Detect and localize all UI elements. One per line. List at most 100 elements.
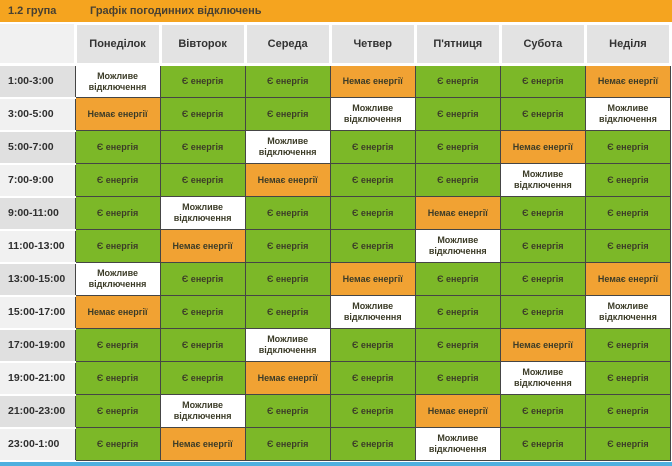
time-slot-label: 11:00-13:00 (0, 228, 76, 264)
schedule-cell-on: Є енергія (499, 229, 586, 263)
time-slot-label: 21:00-23:00 (0, 393, 76, 429)
schedule-cell-off: Немає енергії (244, 163, 331, 197)
day-header: Середа (243, 22, 332, 66)
schedule-cell-on: Є енергія (329, 229, 416, 263)
schedule-cell-on: Є енергія (74, 361, 161, 395)
schedule-cell-on: Є енергія (499, 196, 586, 230)
schedule-cell-on: Є енергія (499, 64, 586, 98)
schedule-cell-on: Є енергія (74, 328, 161, 362)
schedule-cell-maybe: Можливе відключення (244, 328, 331, 362)
time-slot-label: 1:00-3:00 (0, 63, 76, 99)
schedule-cell-off: Немає енергії (584, 64, 672, 98)
table-row: 23:00-1:00 Є енергія Немає енергії Є енергі… (0, 426, 672, 462)
schedule-cell-off: Немає енергії (329, 262, 416, 296)
schedule-cell-on: Є енергія (159, 97, 246, 131)
day-header: Четвер (328, 22, 417, 66)
schedule-cell-on: Є енергія (244, 97, 331, 131)
schedule-cell-maybe: Можливе відключення (74, 262, 161, 296)
schedule-cell-on: Є енергія (74, 229, 161, 263)
time-slot-label: 15:00-17:00 (0, 294, 76, 330)
table-row: 1:00-3:00 Можливе відключення Є енергія Є е… (0, 63, 672, 99)
schedule-cell-maybe: Можливе відключення (414, 229, 501, 263)
schedule-cell-on: Є енергія (414, 328, 501, 362)
table-row: 3:00-5:00 Немає енергії Є енергія Є енергія… (0, 96, 672, 132)
table-row: 7:00-9:00 Є енергія Є енергія Немає енергії… (0, 162, 672, 198)
schedule-cell-maybe: Можливе відключення (329, 97, 416, 131)
schedule-cell-maybe: Можливе відключення (329, 295, 416, 329)
schedule-cell-on: Є енергія (74, 163, 161, 197)
schedule-cell-on: Є енергія (584, 361, 672, 395)
schedule-cell-on: Є енергія (584, 229, 672, 263)
schedule-cell-on: Є енергія (414, 361, 501, 395)
schedule-cell-off: Немає енергії (414, 394, 501, 428)
table-row: 9:00-11:00 Є енергія Можливе відключення Є … (0, 195, 672, 231)
schedule-cell-maybe: Можливе відключення (414, 427, 501, 461)
table-row: 13:00-15:00 Можливе відключення Є енергія Є… (0, 261, 672, 297)
schedule-cell-on: Є енергія (244, 427, 331, 461)
schedule-cell-maybe: Можливе відключення (244, 130, 331, 164)
schedule-cell-on: Є енергія (159, 262, 246, 296)
table-row: 15:00-17:00 Немає енергії Є енергія Є енерг… (0, 294, 672, 330)
day-header: П'ятниця (413, 22, 502, 66)
schedule-cell-on: Є енергія (414, 97, 501, 131)
day-header: Вівторок (158, 22, 247, 66)
header-bar: 1.2 група Графік погодинних відключень (0, 0, 672, 22)
time-slot-label: 23:00-1:00 (0, 426, 76, 462)
schedule-cell-on: Є енергія (329, 361, 416, 395)
schedule-cell-maybe: Можливе відключення (159, 196, 246, 230)
schedule-body: 1:00-3:00 Можливе відключення Є енергія Є е… (0, 63, 672, 462)
schedule-cell-on: Є енергія (584, 394, 672, 428)
page-title: Графік погодинних відключень (90, 5, 262, 17)
day-header: Неділя (583, 22, 672, 66)
schedule-cell-off: Немає енергії (329, 64, 416, 98)
schedule-cell-on: Є енергія (244, 229, 331, 263)
schedule-cell-on: Є енергія (74, 394, 161, 428)
table-row: 11:00-13:00 Є енергія Немає енергії Є енерг… (0, 228, 672, 264)
schedule-cell-on: Є енергія (329, 196, 416, 230)
schedule-cell-on: Є енергія (159, 328, 246, 362)
schedule-cell-on: Є енергія (74, 130, 161, 164)
schedule-cell-on: Є енергія (74, 196, 161, 230)
time-slot-label: 13:00-15:00 (0, 261, 76, 297)
schedule-cell-on: Є енергія (329, 328, 416, 362)
schedule-cell-on: Є енергія (159, 64, 246, 98)
schedule-cell-maybe: Можливе відключення (584, 97, 672, 131)
schedule-cell-on: Є енергія (244, 295, 331, 329)
schedule-cell-off: Немає енергії (499, 130, 586, 164)
schedule-cell-on: Є енергія (414, 262, 501, 296)
schedule-cell-on: Є енергія (499, 427, 586, 461)
schedule-cell-on: Є енергія (244, 394, 331, 428)
schedule-cell-off: Немає енергії (244, 361, 331, 395)
table-row: 17:00-19:00 Є енергія Є енергія Можливе від… (0, 327, 672, 363)
schedule-cell-on: Є енергія (74, 427, 161, 461)
time-slot-label: 3:00-5:00 (0, 96, 76, 132)
time-slot-label: 5:00-7:00 (0, 129, 76, 165)
schedule-cell-on: Є енергія (244, 64, 331, 98)
schedule-cell-off: Немає енергії (584, 262, 672, 296)
table-row: 5:00-7:00 Є енергія Є енергія Можливе відкл… (0, 129, 672, 165)
time-slot-label: 19:00-21:00 (0, 360, 76, 396)
schedule-cell-on: Є енергія (244, 262, 331, 296)
schedule-cell-on: Є енергія (584, 130, 672, 164)
schedule-table: Понеділок Вівторок Середа Четвер П'ятниця Суб… (0, 22, 672, 462)
schedule-cell-maybe: Можливе відключення (74, 64, 161, 98)
schedule-cell-off: Немає енергії (499, 328, 586, 362)
schedule-cell-maybe: Можливе відключення (584, 295, 672, 329)
schedule-cell-on: Є енергія (584, 328, 672, 362)
schedule-cell-on: Є енергія (329, 394, 416, 428)
schedule-cell-off: Немає енергії (74, 295, 161, 329)
table-row: 19:00-21:00 Є енергія Є енергія Немає енерг… (0, 360, 672, 396)
day-header: Субота (498, 22, 587, 66)
schedule-cell-maybe: Можливе відключення (499, 163, 586, 197)
bottom-accent-bar (0, 461, 672, 466)
schedule-cell-on: Є енергія (159, 361, 246, 395)
schedule-cell-on: Є енергія (499, 295, 586, 329)
schedule-cell-on: Є енергія (244, 196, 331, 230)
schedule-cell-on: Є енергія (414, 295, 501, 329)
table-row: 21:00-23:00 Є енергія Можливе відключення Є… (0, 393, 672, 429)
time-slot-label: 9:00-11:00 (0, 195, 76, 231)
day-header: Понеділок (73, 22, 162, 66)
schedule-cell-on: Є енергія (159, 295, 246, 329)
schedule-cell-on: Є енергія (159, 130, 246, 164)
